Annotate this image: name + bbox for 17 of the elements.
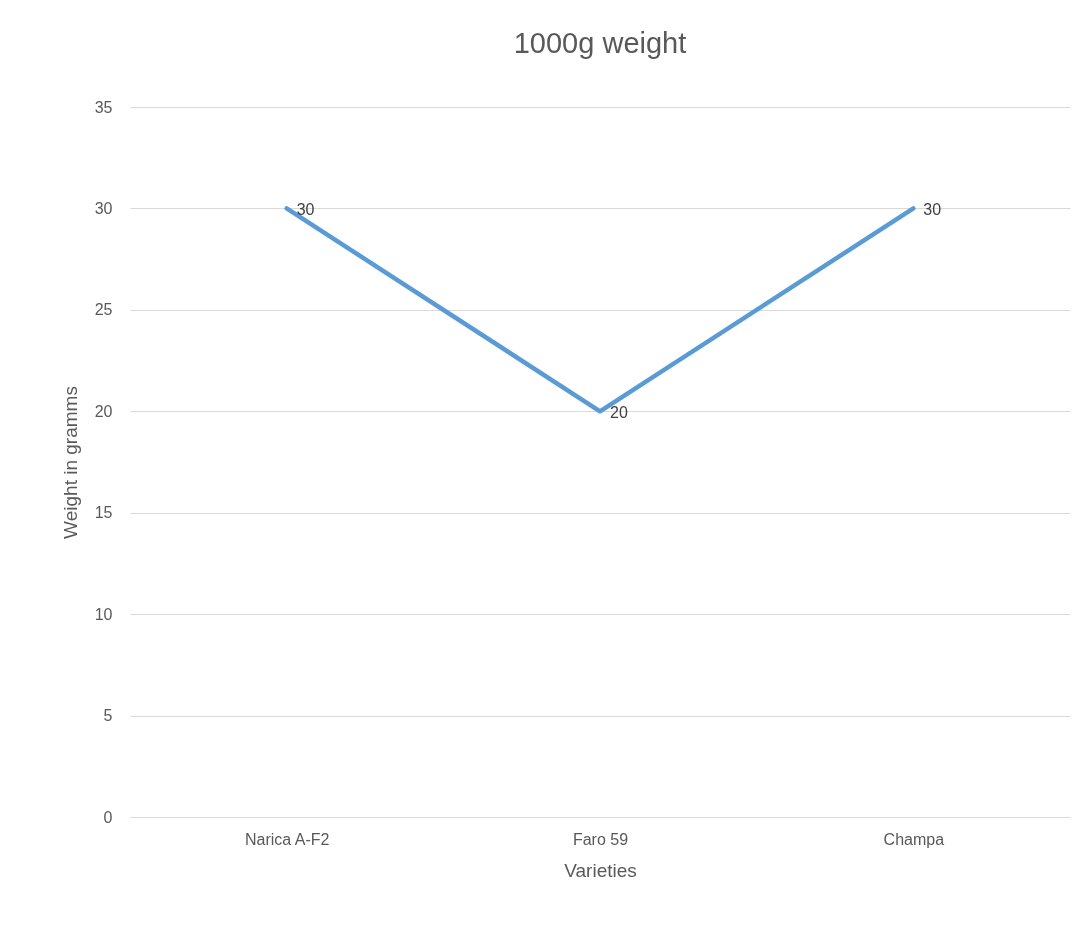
y-tick-label: 5 — [103, 707, 113, 725]
y-tick-label: 30 — [94, 199, 113, 217]
y-tick-label: 20 — [94, 402, 113, 420]
y-tick-label: 15 — [94, 504, 113, 522]
x-tick-label: Faro 59 — [572, 830, 629, 848]
x-axis-title: Varieties — [564, 859, 637, 881]
data-label: 20 — [610, 404, 628, 422]
y-tick-label: 25 — [94, 301, 113, 319]
x-tick-label: Champa — [883, 830, 945, 848]
x-tick-label: Narica A-F2 — [244, 830, 330, 848]
y-axis-title: Weight in gramms — [59, 386, 81, 539]
y-tick-label: 35 — [94, 98, 113, 116]
chart-title: 1000g weight — [513, 27, 687, 59]
data-label: 30 — [923, 201, 942, 219]
data-label: 30 — [296, 201, 315, 219]
y-tick-label: 0 — [103, 808, 113, 826]
y-tick-label: 10 — [94, 605, 113, 623]
